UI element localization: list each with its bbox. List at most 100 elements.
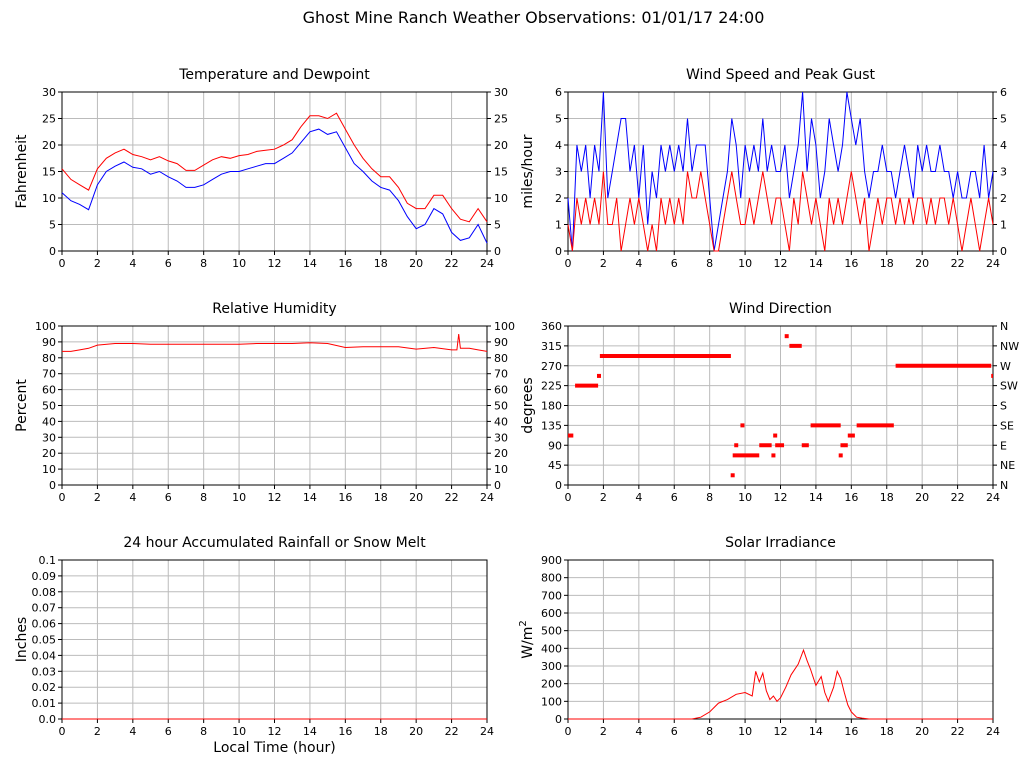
wind-y-right-tick-label: 3 — [1000, 166, 1007, 179]
wind-x-tick-label: 10 — [738, 257, 752, 270]
wdir-x-tick-label: 16 — [844, 491, 858, 504]
wdir-y-right-tick-label: SE — [1000, 419, 1014, 432]
rh-y-tick-label: 100 — [35, 320, 56, 333]
rh-y-tick-label: 60 — [42, 384, 56, 397]
rain-y-axis-label: Inches — [14, 617, 30, 662]
wdir-y-right-tick-label: S — [1000, 400, 1007, 413]
wdir-y-right-tick-label: NE — [1000, 459, 1015, 472]
wind-y-tick-label: 4 — [555, 139, 562, 152]
rh-y-right-tick-label: 20 — [494, 447, 508, 460]
wdir-x-tick-label: 8 — [706, 491, 713, 504]
temp-x-tick-label: 2 — [94, 257, 101, 270]
wdir-y-right-tick-label: N — [1000, 479, 1008, 492]
rh-y-tick-label: 10 — [42, 463, 56, 476]
temp-x-tick-label: 0 — [59, 257, 66, 270]
rh-x-tick-label: 4 — [129, 491, 136, 504]
rain-x-tick-label: 8 — [200, 725, 207, 738]
rh-x-tick-label: 8 — [200, 491, 207, 504]
temp-x-tick-label: 24 — [480, 257, 494, 270]
wind-y-tick-label: 3 — [555, 166, 562, 179]
rh-y-tick-label: 40 — [42, 415, 56, 428]
wind-y-axis-label: miles/hour — [520, 134, 536, 208]
rain-y-tick-label: 0.01 — [32, 697, 57, 710]
wdir-x-tick-label: 18 — [880, 491, 894, 504]
wdir-direction-point — [840, 443, 845, 448]
rh-x-tick-label: 2 — [94, 491, 101, 504]
wind-title: Wind Speed and Peak Gust — [686, 67, 875, 83]
temp-x-tick-label: 10 — [232, 257, 246, 270]
solar-series-0-line — [568, 648, 993, 720]
wdir-x-tick-label: 24 — [986, 491, 1000, 504]
wdir-y-tick-label: 90 — [548, 439, 562, 452]
wind-x-tick-label: 12 — [774, 257, 788, 270]
wind-y-right-tick-label: 2 — [1000, 192, 1007, 205]
temp-series-0-line — [61, 112, 488, 223]
temp-y-tick-label: 15 — [42, 166, 56, 179]
wdir-direction-point — [734, 443, 739, 448]
solar-x-tick-label: 14 — [809, 725, 823, 738]
wdir-x-tick-label: 0 — [565, 491, 572, 504]
rh-y-right-tick-label: 40 — [494, 415, 508, 428]
rain-x-tick-label: 22 — [445, 725, 459, 738]
rain-y-tick-label: 0.02 — [32, 681, 57, 694]
solar-x-tick-label: 20 — [915, 725, 929, 738]
solar-x-tick-label: 10 — [738, 725, 752, 738]
wind-x-tick-label: 2 — [600, 257, 607, 270]
wind-y-tick-label: 6 — [555, 86, 562, 99]
solar-y-tick-label: 800 — [541, 572, 562, 585]
wdir-y-tick-label: 180 — [541, 400, 562, 413]
rh-x-tick-label: 22 — [445, 491, 459, 504]
rh-x-tick-label: 20 — [409, 491, 423, 504]
temp-x-tick-label: 16 — [338, 257, 352, 270]
wdir-y-tick-label: 360 — [541, 320, 562, 333]
temp-y-axis-label: Fahrenheit — [14, 134, 30, 209]
temp-x-tick-label: 18 — [374, 257, 388, 270]
rain-y-tick-label: 0.06 — [32, 618, 57, 631]
wind-y-right-tick-label: 6 — [1000, 86, 1007, 99]
rh-x-tick-label: 18 — [374, 491, 388, 504]
wdir-y-right-tick-label: W — [1000, 360, 1011, 373]
wdir-y-tick-label: 225 — [541, 380, 562, 393]
solar-x-tick-label: 8 — [706, 725, 713, 738]
temp-title: Temperature and Dewpoint — [178, 67, 370, 83]
wind-x-tick-label: 22 — [951, 257, 965, 270]
wind-y-right-tick-label: 1 — [1000, 219, 1007, 232]
wdir-title: Wind Direction — [729, 301, 832, 317]
temp-x-tick-label: 12 — [268, 257, 282, 270]
temp-x-tick-label: 8 — [200, 257, 207, 270]
rain-x-tick-label: 10 — [232, 725, 246, 738]
wdir-y-right-tick-label: SW — [1000, 380, 1018, 393]
rh-y-tick-label: 30 — [42, 431, 56, 444]
rain-y-tick-label: 0.05 — [32, 634, 57, 647]
wdir-y-right-tick-label: N — [1000, 320, 1008, 333]
rain-y-tick-label: 0.03 — [32, 665, 57, 678]
rh-y-right-tick-label: 100 — [494, 320, 515, 333]
wdir-y-right-tick-label: NW — [1000, 340, 1019, 353]
rain-x-tick-label: 12 — [268, 725, 282, 738]
solar-y-tick-label: 100 — [541, 695, 562, 708]
rain-x-tick-label: 14 — [303, 725, 317, 738]
temp-x-tick-label: 14 — [303, 257, 317, 270]
rh-y-right-tick-label: 30 — [494, 431, 508, 444]
wind-x-tick-label: 16 — [844, 257, 858, 270]
temp-y-right-tick-label: 5 — [494, 219, 501, 232]
solar-y-tick-label: 200 — [541, 678, 562, 691]
rh-x-tick-label: 6 — [165, 491, 172, 504]
rh-y-tick-label: 90 — [42, 336, 56, 349]
wdir-y-tick-label: 0 — [555, 479, 562, 492]
wind-y-right-tick-label: 0 — [1000, 245, 1007, 258]
solar-y-tick-label: 700 — [541, 589, 562, 602]
rh-y-right-tick-label: 50 — [494, 400, 508, 413]
rh-y-tick-label: 50 — [42, 400, 56, 413]
rain-x-tick-label: 24 — [480, 725, 494, 738]
rh-y-axis-label: Percent — [14, 379, 30, 432]
solar-y-axis-label: W/m2 — [518, 620, 536, 659]
temp-x-tick-label: 6 — [165, 257, 172, 270]
temp-y-right-tick-label: 0 — [494, 245, 501, 258]
wdir-x-tick-label: 12 — [774, 491, 788, 504]
rh-y-right-tick-label: 80 — [494, 352, 508, 365]
wdir-y-tick-label: 315 — [541, 340, 562, 353]
solar-y-tick-label: 900 — [541, 554, 562, 567]
temp-y-tick-label: 25 — [42, 113, 56, 126]
wind-x-tick-label: 20 — [915, 257, 929, 270]
